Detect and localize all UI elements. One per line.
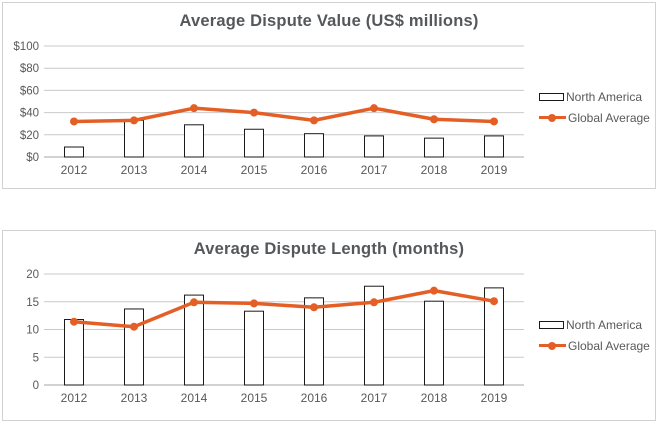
line-point-2017 xyxy=(370,104,378,113)
bar-2012 xyxy=(64,319,84,386)
line-series-swatch-icon xyxy=(539,113,566,123)
bar-2019 xyxy=(484,135,504,158)
dispute-value-chart-panel: Average Dispute Value (US$ millions) $0 $… xyxy=(2,2,656,189)
line-point-2018 xyxy=(430,286,438,295)
line-point-2013 xyxy=(130,322,138,331)
legend-item-global-average: Global Average xyxy=(539,338,650,353)
y-axis-tick-label: $60 xyxy=(20,85,39,97)
chart-title: Average Dispute Length (months) xyxy=(193,240,465,258)
y-axis-tick-label: 10 xyxy=(26,325,39,337)
x-axis-tick-label: 2019 xyxy=(481,163,508,177)
chart-title: Average Dispute Value (US$ millions) xyxy=(179,12,479,30)
x-axis-tick-label: 2012 xyxy=(61,391,88,405)
line-point-2019 xyxy=(490,117,498,126)
bar-2014 xyxy=(184,294,204,386)
bar-2016 xyxy=(304,133,324,158)
dispute-value-chart-canvas: $0 $20 $40 $60 $80 $100 2012 2013 2014 2015 2016 20… xyxy=(13,41,524,177)
bar-2016 xyxy=(304,297,324,386)
x-axis-tick-label: 2017 xyxy=(361,163,388,177)
bar-2015 xyxy=(244,310,264,386)
bar-2012 xyxy=(64,146,84,158)
bar-2018 xyxy=(424,300,444,386)
legend-item-north-america: North America xyxy=(539,317,650,332)
x-axis-tick-label: 2019 xyxy=(481,391,508,405)
x-axis-tick-label: 2015 xyxy=(241,163,268,177)
swatch-line-marker xyxy=(548,113,556,122)
bar-2013 xyxy=(124,308,144,386)
line-series-swatch-icon xyxy=(539,341,566,351)
line-point-2016 xyxy=(310,116,318,125)
bar-series-swatch-icon xyxy=(539,92,564,101)
y-axis-tick-label: $0 xyxy=(26,152,39,164)
x-axis-tick-label: 2018 xyxy=(421,391,448,405)
line-point-2018 xyxy=(430,115,438,124)
x-axis-tick-label: 2013 xyxy=(121,391,148,405)
line-point-2016 xyxy=(310,303,318,312)
line-point-2015 xyxy=(250,299,258,308)
bar-2019 xyxy=(484,287,504,386)
legend-label: North America xyxy=(566,317,643,332)
y-axis-tick-label: $80 xyxy=(20,63,39,75)
legend-label: Global Average xyxy=(568,110,650,125)
bar-series-swatch-icon xyxy=(539,320,564,329)
line-point-2014 xyxy=(190,298,198,307)
bar-2013 xyxy=(124,119,144,158)
y-axis-tick-label: $20 xyxy=(20,130,39,142)
line-series xyxy=(72,106,496,124)
legend-item-north-america: North America xyxy=(539,89,650,104)
line-point-2012 xyxy=(70,317,78,326)
line-point-2019 xyxy=(490,297,498,306)
bar-2017 xyxy=(364,285,384,386)
swatch-line-marker xyxy=(548,341,556,350)
legend-item-global-average: Global Average xyxy=(539,110,650,125)
legend-label: Global Average xyxy=(568,338,650,353)
bar-2015 xyxy=(244,128,264,158)
y-axis-tick-label: 0 xyxy=(33,380,39,392)
line-point-2015 xyxy=(250,108,258,117)
bar-2018 xyxy=(424,137,444,158)
y-axis-tick-label: 20 xyxy=(26,269,39,281)
y-axis-tick-label: $100 xyxy=(13,41,39,53)
x-axis-tick-label: 2013 xyxy=(121,163,148,177)
y-axis-tick-label: $40 xyxy=(20,108,39,120)
legend-label: North America xyxy=(566,89,643,104)
chart-legend: North America Global Average xyxy=(539,89,650,125)
x-axis-tick-label: 2014 xyxy=(181,391,208,405)
x-axis-tick-label: 2012 xyxy=(61,163,88,177)
line-point-2012 xyxy=(70,117,78,126)
bar-2017 xyxy=(364,135,384,158)
chart-legend: North America Global Average xyxy=(539,317,650,353)
x-axis-tick-label: 2015 xyxy=(241,391,268,405)
y-axis-tick-label: 5 xyxy=(33,352,39,364)
dispute-length-chart-canvas: 0 5 10 15 20 2012 2013 2014 2015 2016 2017 2018 2019 xyxy=(26,269,524,405)
line-point-2014 xyxy=(190,104,198,113)
x-axis-tick-label: 2016 xyxy=(301,391,328,405)
dispute-length-chart-panel: Average Dispute Length (months) 0 5 10 15 20… xyxy=(2,230,656,421)
line-point-2013 xyxy=(130,116,138,125)
x-axis-tick-label: 2016 xyxy=(301,163,328,177)
line-series xyxy=(72,288,496,329)
line-point-2017 xyxy=(370,298,378,307)
y-axis-tick-label: 15 xyxy=(26,297,39,309)
x-axis-tick-label: 2017 xyxy=(361,391,388,405)
x-axis-tick-label: 2018 xyxy=(421,163,448,177)
bar-2014 xyxy=(184,124,204,158)
x-axis-tick-label: 2014 xyxy=(181,163,208,177)
